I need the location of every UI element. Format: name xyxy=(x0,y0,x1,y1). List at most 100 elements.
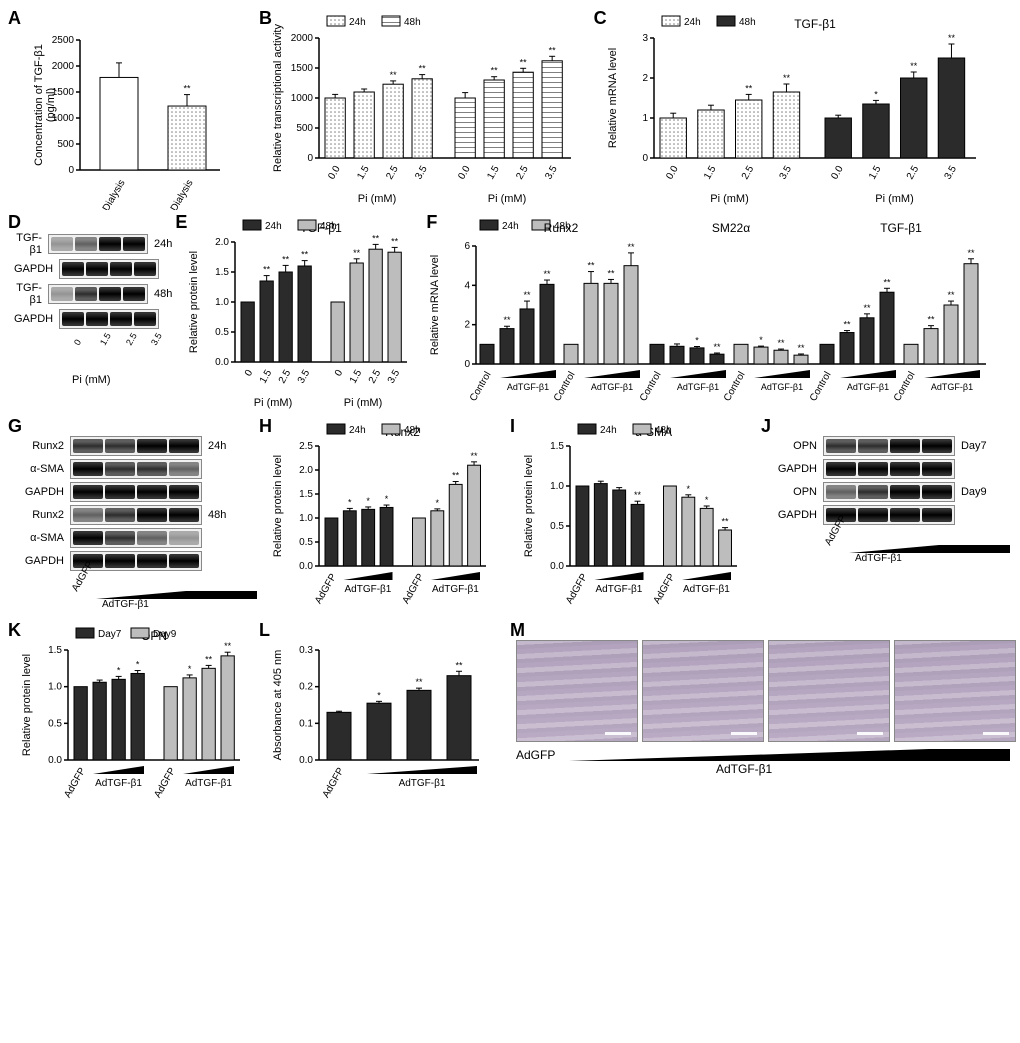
svg-text:Pi (mM): Pi (mM) xyxy=(710,193,749,205)
svg-text:1.0: 1.0 xyxy=(215,297,229,308)
blot-lane xyxy=(169,508,199,522)
svg-text:3.5: 3.5 xyxy=(296,368,313,386)
svg-text:0: 0 xyxy=(307,153,313,164)
svg-text:**: ** xyxy=(588,261,596,271)
svg-text:24h: 24h xyxy=(600,425,617,436)
blot-lane xyxy=(858,462,888,476)
svg-text:Pi (mM): Pi (mM) xyxy=(875,193,914,205)
svg-text:**: ** xyxy=(778,338,786,348)
svg-text:**: ** xyxy=(263,265,271,275)
svg-text:AdTGF-β1: AdTGF-β1 xyxy=(931,382,973,392)
blot-lane xyxy=(826,439,856,453)
svg-text:24h: 24h xyxy=(265,221,282,232)
svg-text:4: 4 xyxy=(465,280,471,291)
svg-text:**: ** xyxy=(491,66,499,76)
svg-text:1000: 1000 xyxy=(291,93,314,104)
blot-lane xyxy=(123,287,145,301)
svg-text:0.5: 0.5 xyxy=(48,718,62,729)
svg-text:*: * xyxy=(760,335,764,345)
svg-text:AdTGF-β1: AdTGF-β1 xyxy=(432,584,479,595)
blot-lane xyxy=(137,531,167,545)
svg-text:2000: 2000 xyxy=(52,61,75,72)
panel-B-label: B xyxy=(259,8,272,29)
svg-text:500: 500 xyxy=(296,123,313,134)
svg-text:AdTGF-β1: AdTGF-β1 xyxy=(847,382,889,392)
svg-text:3.5: 3.5 xyxy=(543,164,560,182)
panel-M-left-label: AdGFP xyxy=(516,748,555,762)
blot-lane xyxy=(169,485,199,499)
svg-text:*: * xyxy=(348,497,352,507)
svg-text:Dialysis: Dialysis xyxy=(169,178,196,210)
blot-row-label: GAPDH xyxy=(12,555,70,567)
blot-lane xyxy=(169,554,199,568)
svg-text:**: ** xyxy=(745,83,753,93)
svg-text:2: 2 xyxy=(465,320,471,331)
svg-text:AdGFP: AdGFP xyxy=(564,572,590,606)
blot-row-tail: 24h xyxy=(148,238,173,250)
svg-text:2.0: 2.0 xyxy=(299,465,313,476)
svg-text:AdTGF-β1: AdTGF-β1 xyxy=(507,382,549,392)
blot-band xyxy=(70,528,202,548)
svg-text:SM22α: SM22α xyxy=(712,221,750,235)
svg-text:AdTGF-β1: AdTGF-β1 xyxy=(591,382,633,392)
panel-A: A 05001000150020002500Concentration of T… xyxy=(10,10,257,210)
svg-text:500: 500 xyxy=(57,139,74,150)
svg-text:**: ** xyxy=(783,73,791,83)
blot-lane xyxy=(922,508,952,522)
svg-text:**: ** xyxy=(948,290,956,300)
micrograph xyxy=(894,640,1016,742)
svg-text:0.0: 0.0 xyxy=(299,561,313,572)
svg-text:*: * xyxy=(136,660,140,670)
blot-lane xyxy=(73,508,103,522)
blot-row: OPNDay9 xyxy=(765,482,1010,502)
blot-lane xyxy=(137,462,167,476)
svg-text:24h: 24h xyxy=(349,425,366,436)
svg-text:**: ** xyxy=(884,277,892,287)
ramp-icon xyxy=(569,749,1010,761)
svg-text:24h: 24h xyxy=(502,221,519,232)
svg-text:3.5: 3.5 xyxy=(777,164,794,182)
svg-text:Relative protein level: Relative protein level xyxy=(21,654,33,756)
svg-text:1.5: 1.5 xyxy=(48,645,62,656)
svg-text:*: * xyxy=(874,89,878,99)
blot-lane xyxy=(123,237,145,251)
blot-row: Runx224h xyxy=(12,436,257,456)
panel-C: C 0123Relative mRNA levelTGF-β124h48h0.0… xyxy=(596,10,1010,210)
svg-text:48h: 48h xyxy=(404,425,421,436)
svg-text:3.5: 3.5 xyxy=(413,164,430,182)
panel-L-label: L xyxy=(259,620,270,641)
blot-lane xyxy=(169,439,199,453)
svg-text:48h: 48h xyxy=(655,425,672,436)
svg-text:**: ** xyxy=(968,248,976,258)
svg-text:**: ** xyxy=(634,490,642,500)
svg-text:*: * xyxy=(366,496,370,506)
panel-G-label: G xyxy=(8,416,22,437)
blot-row-tail: Day7 xyxy=(955,440,997,452)
svg-text:2.5: 2.5 xyxy=(367,368,384,386)
svg-text:*: * xyxy=(687,484,691,494)
svg-text:Relative mRNA level: Relative mRNA level xyxy=(429,255,441,355)
blot-lane xyxy=(105,485,135,499)
panel-L: L 0.00.10.20.3Absorbance at 405 nm*****A… xyxy=(261,622,508,812)
blot-lane xyxy=(73,462,103,476)
blot-lane xyxy=(826,485,856,499)
blot-lane xyxy=(62,262,84,276)
svg-text:0.0: 0.0 xyxy=(326,164,343,182)
blot-lane xyxy=(858,485,888,499)
svg-text:**: ** xyxy=(282,254,290,264)
svg-text:2.5: 2.5 xyxy=(384,164,401,182)
micrograph-row xyxy=(516,640,1016,742)
svg-text:2.5: 2.5 xyxy=(739,164,756,182)
svg-text:1.0: 1.0 xyxy=(48,682,62,693)
blot-row-label: Runx2 xyxy=(12,509,70,521)
blot-row-label: TGF-β1 xyxy=(14,282,48,306)
svg-text:*: * xyxy=(696,335,700,345)
blot-lane xyxy=(137,554,167,568)
svg-text:0: 0 xyxy=(333,368,346,379)
blot-row-label: TGF-β1 xyxy=(14,232,48,256)
svg-text:AdTGF-β1: AdTGF-β1 xyxy=(185,778,232,789)
svg-text:0.1: 0.1 xyxy=(299,718,313,729)
svg-text:AdTGF-β1: AdTGF-β1 xyxy=(677,382,719,392)
blot-band xyxy=(823,459,955,479)
svg-text:Non-Dialysis: Non-Dialysis xyxy=(90,178,128,210)
